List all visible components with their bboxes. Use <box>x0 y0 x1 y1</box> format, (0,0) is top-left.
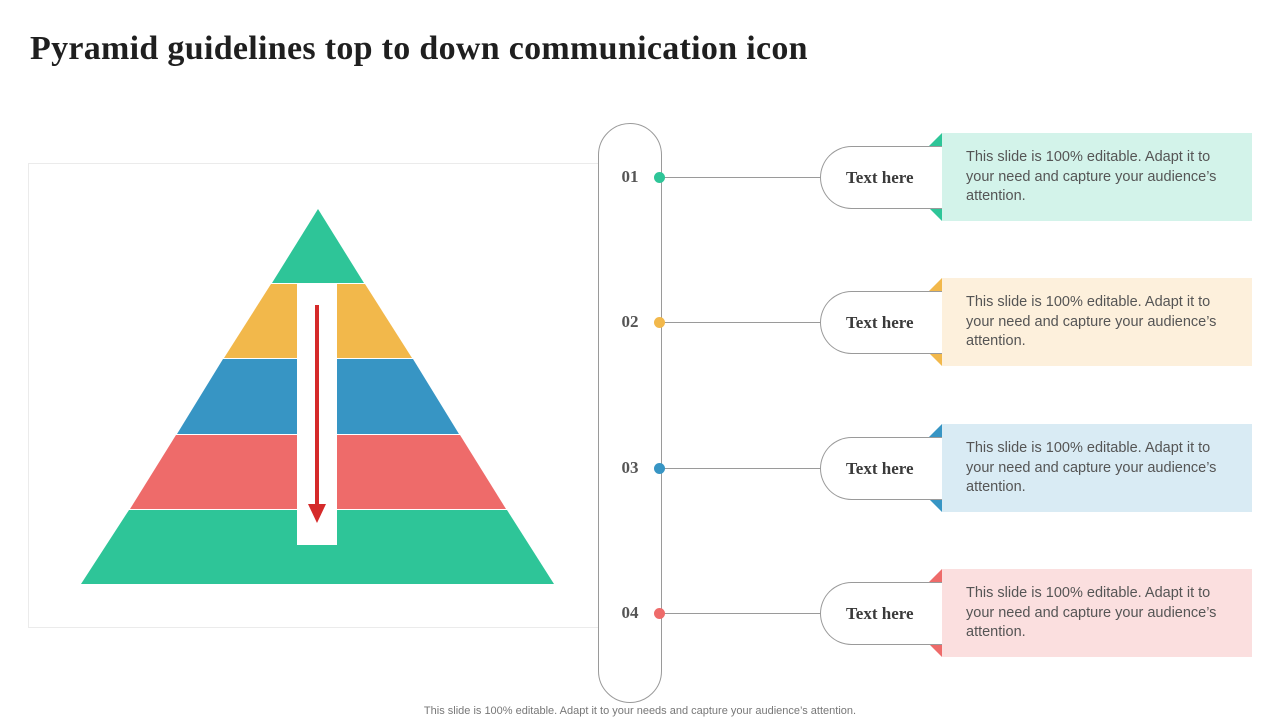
step-number: 04 <box>621 603 639 622</box>
step-connector-line <box>660 613 825 614</box>
step-number: 01 <box>621 167 639 186</box>
step-number: 02 <box>621 312 639 331</box>
step-number: 03 <box>621 458 639 477</box>
card-fold-top <box>928 569 942 583</box>
step-dot <box>654 463 665 474</box>
step-connector-line <box>660 177 825 178</box>
step-dot <box>654 172 665 183</box>
pyramid-panel <box>28 163 600 628</box>
step-description: This slide is 100% editable. Adapt it to… <box>942 278 1252 366</box>
card-fold-top <box>928 424 942 438</box>
card-fold-bottom <box>928 207 942 221</box>
card-fold-top <box>928 133 942 147</box>
pyramid-layer-1 <box>272 209 364 283</box>
step-dot <box>654 317 665 328</box>
card-fold-top <box>928 278 942 292</box>
timeline-track <box>598 123 662 703</box>
step-dot <box>654 608 665 619</box>
step-connector-line <box>660 468 825 469</box>
slide-title: Pyramid guidelines top to down communica… <box>30 30 808 67</box>
card-fold-bottom <box>928 498 942 512</box>
step-description: This slide is 100% editable. Adapt it to… <box>942 424 1252 512</box>
step-connector-line <box>660 322 825 323</box>
step-description: This slide is 100% editable. Adapt it to… <box>942 133 1252 221</box>
down-arrow-head <box>308 504 326 523</box>
pyramid-layer-5 <box>81 510 554 584</box>
card-fold-bottom <box>928 643 942 657</box>
card-fold-bottom <box>928 352 942 366</box>
footer-note: This slide is 100% editable. Adapt it to… <box>423 705 857 717</box>
step-description: This slide is 100% editable. Adapt it to… <box>942 569 1252 657</box>
pyramid-diagram <box>81 209 554 584</box>
